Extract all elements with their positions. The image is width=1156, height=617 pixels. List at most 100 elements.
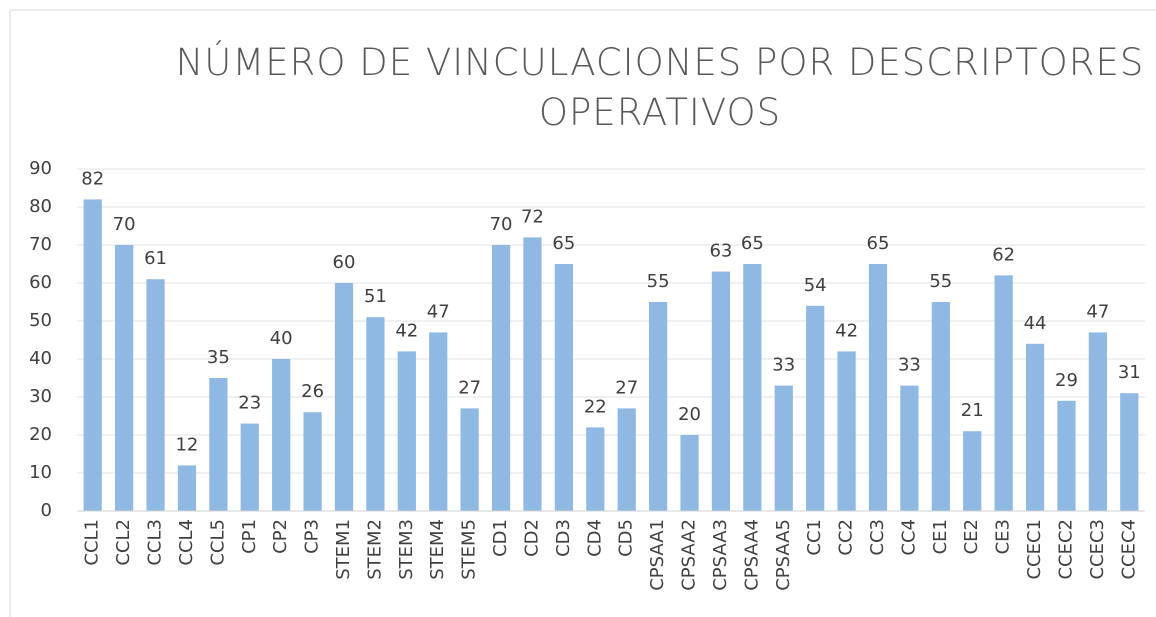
data-label: 82 bbox=[81, 168, 104, 189]
x-tick-label: CPSAA4 bbox=[741, 519, 762, 591]
data-label: 22 bbox=[584, 396, 607, 417]
data-label: 31 bbox=[1118, 362, 1141, 383]
x-tick-label: CCEC4 bbox=[1118, 519, 1139, 580]
data-label: 60 bbox=[333, 252, 356, 273]
x-tick-label: STEM4 bbox=[427, 519, 448, 580]
bar bbox=[837, 351, 856, 511]
data-label: 62 bbox=[992, 244, 1015, 265]
data-label: 33 bbox=[898, 355, 921, 376]
y-tick-label: 30 bbox=[29, 386, 52, 407]
bar bbox=[303, 412, 322, 511]
data-label: 20 bbox=[678, 404, 701, 425]
data-label: 33 bbox=[772, 355, 795, 376]
x-tick-label: CPSAA1 bbox=[647, 519, 668, 591]
data-label: 65 bbox=[741, 233, 764, 254]
bar bbox=[994, 275, 1013, 511]
chart-title: NÚMERO DE VINCULACIONES POR DESCRIPTORES… bbox=[175, 41, 1145, 134]
data-label: 35 bbox=[207, 347, 230, 368]
bar bbox=[963, 431, 982, 511]
x-tick-label: STEM2 bbox=[364, 519, 385, 580]
bar bbox=[1057, 400, 1076, 511]
data-label: 63 bbox=[709, 241, 732, 262]
bar bbox=[649, 302, 668, 511]
y-tick-label: 60 bbox=[29, 272, 52, 293]
bar bbox=[900, 385, 919, 511]
bar bbox=[460, 408, 479, 511]
data-label: 21 bbox=[961, 400, 984, 421]
bar bbox=[429, 332, 448, 511]
x-tick-label: CD2 bbox=[521, 519, 542, 557]
x-tick-label: CPSAA3 bbox=[710, 519, 731, 591]
data-label: 54 bbox=[804, 275, 827, 296]
x-tick-label: STEM5 bbox=[459, 519, 480, 580]
data-label: 23 bbox=[238, 393, 261, 414]
x-tick-label: CCL5 bbox=[207, 519, 228, 566]
data-label: 44 bbox=[1024, 313, 1047, 334]
data-label: 42 bbox=[835, 320, 858, 341]
bar bbox=[806, 305, 825, 511]
x-tick-label: CPSAA5 bbox=[773, 519, 794, 591]
x-tick-label: CP2 bbox=[270, 519, 291, 554]
x-tick-label: CP3 bbox=[302, 519, 323, 554]
x-tick-label: STEM1 bbox=[333, 519, 354, 580]
x-tick-label: CP1 bbox=[239, 519, 260, 554]
x-tick-label: CE3 bbox=[993, 519, 1014, 554]
x-tick-label: CD4 bbox=[584, 519, 605, 557]
y-tick-label: 20 bbox=[29, 424, 52, 445]
bar bbox=[586, 427, 605, 511]
x-tick-label: CD3 bbox=[553, 519, 574, 557]
bar bbox=[272, 359, 291, 511]
bar bbox=[366, 317, 385, 511]
y-tick-label: 40 bbox=[29, 348, 52, 369]
data-label: 27 bbox=[458, 377, 481, 398]
y-tick-label: 80 bbox=[29, 196, 52, 217]
bar bbox=[523, 237, 542, 511]
x-tick-label: CC3 bbox=[867, 519, 888, 556]
x-tick-label: CC2 bbox=[836, 519, 857, 556]
x-tick-label: CD5 bbox=[616, 519, 637, 557]
bar bbox=[617, 408, 636, 511]
x-tick-label: CCL4 bbox=[176, 519, 197, 566]
data-label: 51 bbox=[364, 286, 387, 307]
x-tick-label: CE1 bbox=[930, 519, 951, 554]
bar bbox=[115, 245, 134, 511]
x-tick-label: CC1 bbox=[804, 519, 825, 556]
bar bbox=[397, 351, 416, 511]
data-label: 27 bbox=[615, 377, 638, 398]
bar bbox=[931, 302, 950, 511]
x-tick-label: CCL2 bbox=[113, 519, 134, 566]
data-label: 26 bbox=[301, 381, 324, 402]
y-tick-label: 70 bbox=[29, 234, 52, 255]
data-label: 65 bbox=[867, 233, 890, 254]
x-tick-label: CCEC1 bbox=[1024, 519, 1045, 580]
bar bbox=[1025, 343, 1045, 511]
data-label: 70 bbox=[113, 214, 136, 235]
x-tick-label: CC4 bbox=[898, 519, 919, 556]
x-tick-label: CCEC2 bbox=[1055, 519, 1076, 580]
x-tick-label: STEM3 bbox=[396, 519, 417, 580]
data-label: 72 bbox=[521, 206, 544, 227]
bar bbox=[240, 423, 259, 511]
data-label: 47 bbox=[1086, 301, 1109, 322]
y-tick-label: 10 bbox=[29, 462, 52, 483]
data-label: 42 bbox=[395, 320, 418, 341]
bar bbox=[743, 264, 762, 511]
x-tick-label: CCL3 bbox=[145, 519, 166, 566]
bar bbox=[334, 283, 354, 511]
y-tick-label: 50 bbox=[29, 310, 52, 331]
bar bbox=[146, 279, 165, 511]
bar bbox=[774, 385, 793, 511]
bar bbox=[1088, 332, 1107, 511]
bar bbox=[868, 264, 888, 511]
x-tick-label: CCEC3 bbox=[1087, 519, 1108, 580]
x-tick-label: CCL1 bbox=[82, 519, 103, 566]
data-label: 40 bbox=[270, 328, 293, 349]
x-tick-label: CE2 bbox=[961, 519, 982, 554]
bar bbox=[209, 378, 228, 511]
bar bbox=[680, 435, 699, 511]
data-label: 55 bbox=[929, 271, 952, 292]
bar bbox=[1120, 393, 1139, 511]
data-label: 61 bbox=[144, 248, 167, 269]
